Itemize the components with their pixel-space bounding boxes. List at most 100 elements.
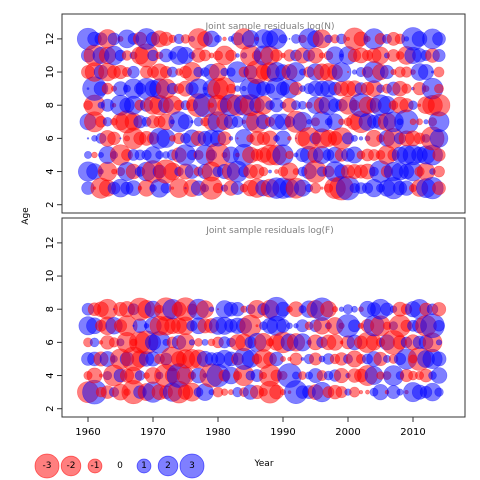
y-tick-label: 2 xyxy=(45,202,56,208)
residual-bubble xyxy=(268,169,272,174)
residual-bubble xyxy=(228,136,234,141)
y-tick-label: 6 xyxy=(45,339,56,345)
residual-bubble xyxy=(194,338,203,347)
residual-bubble xyxy=(401,83,412,94)
residual-bubble xyxy=(208,306,215,312)
y-tick-label: 4 xyxy=(45,168,56,174)
residual-bubble xyxy=(188,339,196,346)
x-axis: 1960 1970 1980 1990 2000 2010 xyxy=(75,417,426,438)
residual-bubble xyxy=(365,389,370,395)
residual-bubble xyxy=(127,65,140,79)
legend-bubble xyxy=(87,458,103,474)
residual-bubble xyxy=(432,32,446,46)
residual-bubble xyxy=(408,100,418,110)
residual-bubble xyxy=(331,306,339,313)
panel-log-f-frame xyxy=(61,217,466,418)
residual-bubble xyxy=(351,305,358,313)
residual-bubble xyxy=(119,137,122,140)
residual-bubble xyxy=(351,134,358,142)
residual-bubble xyxy=(320,186,324,190)
residual-bubble xyxy=(289,352,303,366)
y-tick-label: 6 xyxy=(45,135,56,141)
residual-bubble xyxy=(91,151,98,159)
x-tick-label: 1960 xyxy=(75,427,100,438)
y-tick-label: 2 xyxy=(45,406,56,412)
residual-bubble xyxy=(434,83,444,94)
legend-bubble xyxy=(179,453,205,479)
residual-bubble xyxy=(430,367,448,384)
residual-bubble xyxy=(427,93,451,117)
residual-bubble xyxy=(435,339,443,346)
residual-bubble xyxy=(98,373,104,378)
residual-bubble xyxy=(432,48,446,62)
panel-log-n-bubbles xyxy=(76,27,451,201)
residual-bubble xyxy=(222,36,227,42)
panel-log-n-y-axis: 2 4 6 8 10 12 xyxy=(45,33,62,208)
residual-bubble xyxy=(310,182,321,194)
panel-log-n: Joint sample residuals log(N) 2 4 6 8 10 12 xyxy=(45,13,466,214)
residual-bubble xyxy=(286,322,293,330)
residual-bubble xyxy=(201,338,209,346)
residual-bubble xyxy=(190,120,194,124)
residual-bubble xyxy=(331,62,352,82)
residual-bubble xyxy=(287,136,292,141)
residual-bubble xyxy=(346,71,350,74)
residual-bubble xyxy=(107,131,121,146)
residual-bubble xyxy=(396,388,404,396)
residual-bubble xyxy=(86,137,90,140)
residual-bubble xyxy=(349,386,360,398)
legend-bubble xyxy=(34,453,60,479)
residual-bubble xyxy=(300,357,305,361)
panel-log-f-y-axis: 2 4 6 8 10 12 xyxy=(45,237,62,412)
panel-log-n-title: Joint sample residuals log(N) xyxy=(204,22,334,32)
legend-label: 3 xyxy=(189,461,195,471)
legend-label: -3 xyxy=(43,461,52,471)
residual-bubble xyxy=(235,53,240,58)
residual-bubble xyxy=(298,100,307,110)
residual-bubble xyxy=(416,118,423,126)
panel-log-f: Joint sample residuals log(F) 2 4 6 8 10 12 1… xyxy=(45,217,466,438)
legend-bubble xyxy=(157,455,179,477)
panel-log-f-title: Joint sample residuals log(F) xyxy=(205,226,333,236)
residual-bubble xyxy=(432,181,446,195)
legend-label: 1 xyxy=(141,461,147,471)
residual-bubble xyxy=(280,356,286,362)
panel-log-n-frame xyxy=(61,13,466,214)
legend-label: -1 xyxy=(91,461,100,471)
residual-bubble xyxy=(306,119,312,125)
residual-bubble xyxy=(226,83,236,94)
y-tick-label: 12 xyxy=(45,237,56,250)
residual-bubble xyxy=(220,388,229,396)
residual-bubble xyxy=(278,34,288,44)
y-tick-label: 10 xyxy=(45,66,56,79)
residual-bubble xyxy=(423,119,429,125)
y-tick-label: 12 xyxy=(45,33,56,46)
residual-bubble xyxy=(431,351,447,367)
y-axis-title: Age xyxy=(21,207,31,225)
residual-bubble xyxy=(433,320,445,332)
residual-bubble xyxy=(231,115,244,128)
residual-bubble xyxy=(288,37,291,40)
residual-bubble xyxy=(225,49,237,62)
y-tick-label: 8 xyxy=(45,102,56,108)
y-tick-label: 4 xyxy=(45,372,56,378)
residual-bubble xyxy=(358,136,364,141)
x-tick-label: 1980 xyxy=(205,427,230,438)
y-tick-label: 8 xyxy=(45,306,56,312)
legend-bubble xyxy=(60,455,82,477)
residual-bubble xyxy=(433,66,445,78)
panel-log-f-bubbles xyxy=(77,296,448,405)
size-legend: -3 -2 -1 0 1 2 3 xyxy=(34,453,205,479)
x-tick-label: 1990 xyxy=(270,427,295,438)
residual-bubble xyxy=(89,337,100,348)
legend-label: 2 xyxy=(165,461,171,471)
x-axis-title: Year xyxy=(253,459,273,469)
residual-bubble xyxy=(432,148,446,162)
residual-bubble xyxy=(84,151,92,159)
residual-bubble xyxy=(358,390,364,395)
residual-bubble xyxy=(434,387,444,397)
residual-bubble xyxy=(258,166,269,177)
x-tick-label: 2000 xyxy=(335,427,360,438)
residual-bubble xyxy=(255,324,259,328)
